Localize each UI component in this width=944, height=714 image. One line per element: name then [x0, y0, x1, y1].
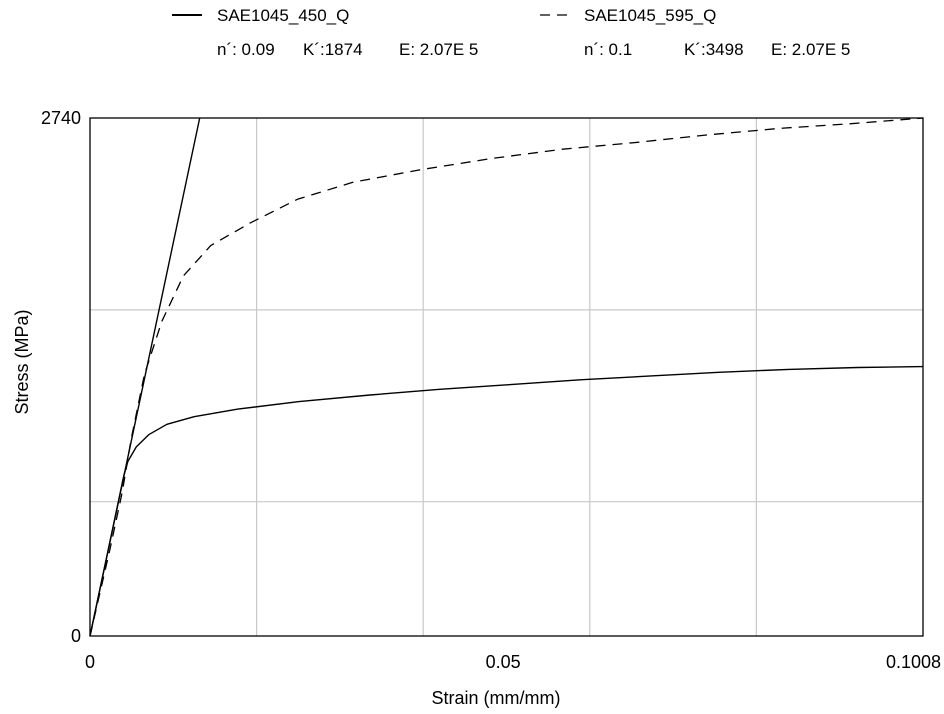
- y-tick-label: 2740: [41, 108, 81, 128]
- series-line-sae1045-595-q: [89, 117, 924, 637]
- x-tick-label: 0: [85, 652, 95, 672]
- legend-k-450: K´:1874: [303, 40, 363, 59]
- legend-n-450: n´: 0.09: [217, 40, 275, 59]
- grid-lines: [90, 118, 923, 636]
- legend-entry-595: SAE1045_595_Q n´: 0.1 K´:3498 E: 2.07E 5: [540, 6, 850, 59]
- plot-frame: [89, 117, 924, 637]
- y-axis-label: Stress (MPa): [12, 309, 32, 414]
- x-axis-ticks: 0 0.05 0.1008: [85, 652, 941, 672]
- x-axis-label: Strain (mm/mm): [432, 688, 561, 708]
- legend-label-450: SAE1045_450_Q: [217, 6, 349, 25]
- legend: SAE1045_450_Q n´: 0.09 K´:1874 E: 2.07E …: [172, 6, 850, 59]
- legend-k-595: K´:3498: [684, 40, 744, 59]
- legend-label-595: SAE1045_595_Q: [584, 6, 716, 25]
- y-axis-ticks: 0 2740: [41, 108, 81, 646]
- x-tick-label: 0.1008: [886, 652, 941, 672]
- series-line-elastic-2: [89, 117, 201, 637]
- legend-n-595: n´: 0.1: [584, 40, 632, 59]
- legend-e-450: E: 2.07E 5: [399, 40, 478, 59]
- x-tick-label: 0.05: [486, 652, 521, 672]
- y-tick-label: 0: [71, 626, 81, 646]
- legend-entry-450: SAE1045_450_Q n´: 0.09 K´:1874 E: 2.07E …: [172, 6, 478, 59]
- legend-e-595: E: 2.07E 5: [771, 40, 850, 59]
- data-series: [89, 117, 924, 637]
